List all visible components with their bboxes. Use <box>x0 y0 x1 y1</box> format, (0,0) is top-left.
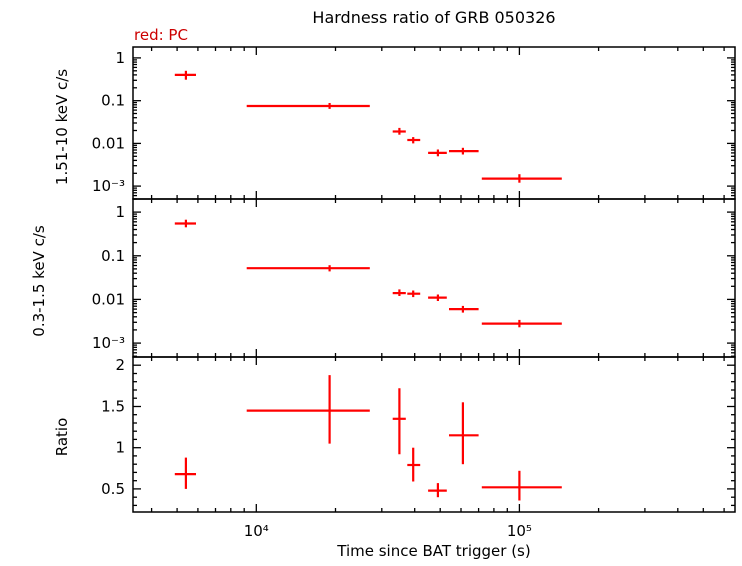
panel-2: 2 1.5 1 0.5 <box>101 356 736 513</box>
y-tick-label: 0.1 <box>101 92 125 110</box>
panel-frame <box>132 198 736 358</box>
panel-frame <box>132 46 736 200</box>
y-tick-label: 0.01 <box>92 290 125 308</box>
x-tick-label: 10⁵ <box>507 522 532 540</box>
y-tick-label: 0.5 <box>101 480 125 498</box>
series-pc-panel-1 <box>174 219 562 328</box>
y-tick-label: 1 <box>115 49 125 67</box>
chart-title: Hardness ratio of GRB 050326 <box>312 8 556 27</box>
y-axis-label-ratio: Ratio <box>53 417 71 457</box>
panel-0: 1 0.1 0.01 10⁻³ <box>92 46 736 200</box>
series-pc-panel-0 <box>174 70 562 183</box>
y-tick-label: 0.01 <box>92 134 125 152</box>
series-pc-panel-2 <box>174 375 562 501</box>
y-tick-label: 10⁻³ <box>92 177 125 195</box>
y-tick-label: 2 <box>115 356 125 374</box>
x-axis-label: Time since BAT trigger (s) <box>337 542 531 560</box>
y-tick-label: 0.1 <box>101 247 125 265</box>
panel-frame <box>132 356 736 513</box>
x-tick-label: 10⁴ <box>244 522 269 540</box>
legend-pc-label: red: PC <box>134 26 188 44</box>
y-axis-label-hard-band: 1.51-10 keV c/s <box>53 68 71 186</box>
y-tick-label: 1 <box>115 439 125 457</box>
panel-1: 1 0.1 0.01 10⁻³ <box>92 198 736 358</box>
y-tick-label: 10⁻³ <box>92 334 125 352</box>
y-tick-label: 1.5 <box>101 397 125 415</box>
y-tick-label: 1 <box>115 203 125 221</box>
y-axis-label-soft-band: 0.3-1.5 keV c/s <box>30 225 48 337</box>
